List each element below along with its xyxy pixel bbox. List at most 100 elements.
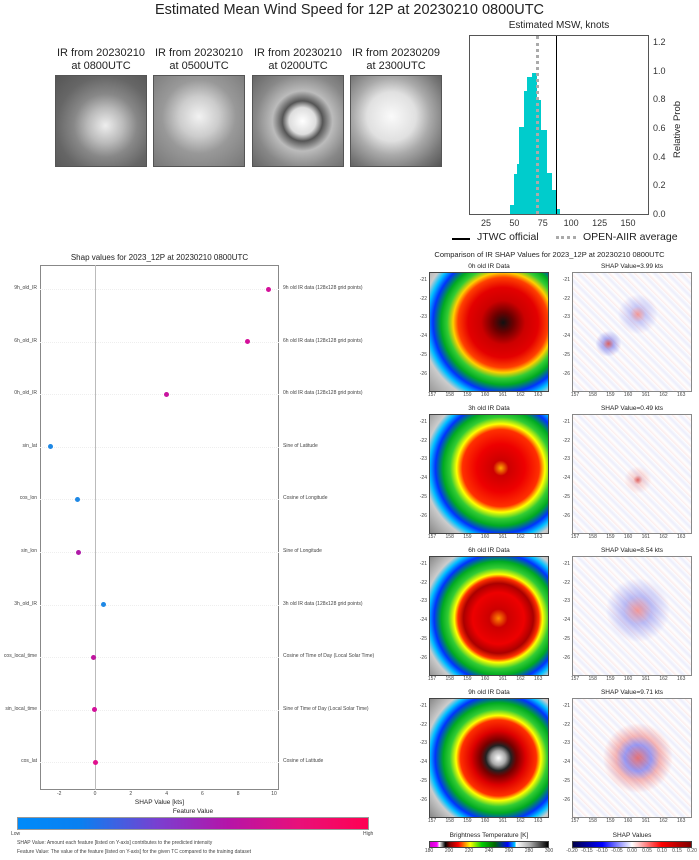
bt-colorbar-tick: 260 — [504, 848, 514, 854]
lon-tick: 163 — [677, 818, 686, 824]
lat-tick: -25 — [562, 351, 570, 358]
lon-tick: 158 — [588, 534, 597, 540]
lat-tick: -21 — [419, 561, 427, 567]
histogram-xtick: 75 — [537, 218, 548, 228]
lat-tick: -22 — [419, 295, 427, 302]
lat-tick: -23 — [419, 740, 427, 747]
ir-label-line2: at 0200UTC — [268, 60, 328, 72]
histogram-bar — [551, 190, 556, 214]
shap-colorbar-tick: 0.20 — [687, 848, 697, 854]
histogram-bar — [555, 208, 560, 214]
histogram-xtick: 50 — [509, 218, 520, 228]
lat-tick: -25 — [419, 777, 427, 784]
lon-tick: 160 — [480, 392, 490, 398]
lat-tick: -25 — [419, 351, 427, 358]
feature-description: Sine of Latitude — [283, 442, 318, 449]
lon-tick: 159 — [606, 818, 615, 824]
lat-tick: -25 — [562, 777, 570, 784]
colorbar-high: High — [363, 831, 374, 837]
shap-panel-title: SHAP Value=3.99 kts — [600, 263, 664, 270]
shap-point — [163, 391, 169, 397]
feature-description: 6h old IR data (128x128 grid points) — [283, 337, 363, 344]
feature-name: cos_lon — [19, 495, 37, 502]
jtwc-official-line — [555, 36, 558, 214]
lat-tick: -22 — [562, 295, 570, 302]
shap-colorbar-tick: 0.05 — [642, 848, 652, 854]
histogram-ytick: 1.2 — [653, 37, 666, 48]
lat-tick: -21 — [562, 561, 570, 567]
lat-tick: -25 — [419, 635, 427, 642]
jtwc-legend-swatch — [452, 238, 470, 240]
lon-tick: 159 — [463, 392, 472, 398]
zero-line — [95, 265, 96, 790]
shap-axes — [40, 265, 279, 790]
lon-tick: 160 — [623, 676, 633, 682]
lat-tick: -22 — [562, 579, 570, 586]
shap-point — [47, 444, 53, 450]
histogram-ytick: 1.0 — [653, 65, 666, 76]
shap-colorbar-tick: 0.00 — [627, 848, 637, 854]
ir-label-line1: IR from 20230210 — [253, 47, 343, 59]
feature-description: 9h old IR data (128x128 grid points) — [283, 285, 363, 291]
lat-tick: -22 — [562, 437, 570, 444]
lat-tick: -25 — [562, 635, 570, 642]
lon-tick: 157 — [570, 534, 580, 540]
lon-tick: 161 — [641, 676, 650, 682]
bt-colorbar-tick: 220 — [464, 848, 474, 854]
lon-tick: 158 — [588, 676, 597, 682]
histogram-bar — [513, 174, 518, 214]
lon-tick: 158 — [445, 534, 454, 540]
lon-tick: 159 — [463, 818, 472, 824]
shap-panel-title: SHAP Value=0.49 kts — [600, 405, 664, 412]
lat-tick: -24 — [562, 333, 570, 340]
ir-label-line2: at 0800UTC — [71, 60, 131, 72]
lat-tick: -24 — [419, 617, 427, 624]
shap-xtick: 0 — [93, 791, 97, 797]
feature-name: 3h_old_IR — [14, 600, 37, 607]
lat-tick: -21 — [562, 419, 570, 425]
ir-panel-title: 9h old IR Data — [468, 689, 510, 696]
histogram-axes — [469, 35, 649, 215]
lat-tick: -21 — [562, 277, 570, 283]
lat-tick: -26 — [419, 370, 427, 377]
feature-description: 3h old IR data (128x128 grid points) — [283, 600, 363, 607]
ir-map-panel — [429, 414, 549, 534]
feature-gridline — [40, 289, 279, 290]
lon-tick: 157 — [427, 392, 437, 398]
lat-tick: -25 — [419, 493, 427, 500]
ir-image-label: IR from 20230210 at 0500UTC — [151, 47, 247, 73]
feature-description: Cosine of Latitude — [283, 758, 324, 765]
histogram-bar — [524, 91, 528, 214]
ir-panel-title: 3h old IR Data — [468, 405, 510, 412]
lon-tick: 158 — [445, 676, 454, 682]
feature-gridline — [40, 552, 279, 553]
histogram-bar — [532, 72, 538, 214]
feature-name: 0h_old_IR — [14, 390, 37, 397]
lat-tick: -26 — [562, 654, 570, 661]
lat-tick: -26 — [419, 654, 427, 661]
lat-tick: -21 — [562, 703, 570, 709]
ir-thumbnail — [252, 75, 344, 167]
lon-tick: 158 — [445, 818, 454, 824]
shap-colorbar — [572, 841, 692, 848]
lon-tick: 157 — [570, 818, 580, 824]
lat-tick: -23 — [562, 740, 570, 747]
lat-tick: -21 — [419, 419, 427, 425]
feature-name: cos_local_time — [3, 653, 37, 660]
lat-tick: -26 — [562, 512, 570, 519]
lon-tick: 159 — [463, 676, 472, 682]
ir-image-label: IR from 20230209 at 2300UTC — [348, 47, 444, 73]
histogram-xtick: 100 — [563, 218, 579, 228]
lat-tick: -26 — [419, 796, 427, 803]
feature-name: sin_lat — [22, 442, 37, 449]
lon-tick: 160 — [480, 818, 490, 824]
lat-tick: -26 — [562, 796, 570, 803]
shap-colorbar-title: SHAP Values — [612, 832, 652, 839]
lat-tick: -23 — [562, 456, 570, 463]
shap-xtick: 6 — [201, 791, 204, 797]
ir-panel-title: 0h old IR Data — [468, 263, 510, 270]
shap-colorbar-tick: 0.10 — [657, 848, 667, 854]
lon-tick: 159 — [606, 392, 615, 398]
ir-label-line1: IR from 20230209 — [351, 47, 441, 59]
bt-colorbar-tick: 200 — [444, 848, 454, 854]
